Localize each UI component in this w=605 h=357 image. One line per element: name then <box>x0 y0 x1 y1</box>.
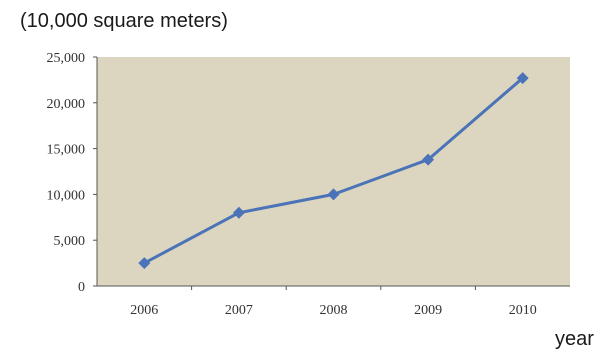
data-point-marker <box>232 206 245 219</box>
y-tick-label: 15,000 <box>47 143 86 158</box>
y-tick-label: 5,000 <box>54 234 86 249</box>
x-tick-label: 2010 <box>509 303 537 318</box>
y-axis-unit-label: (10,000 square meters) <box>20 10 228 32</box>
x-ticks: 2006 2007 2008 2009 2010 <box>130 286 537 318</box>
x-tick-label: 2006 <box>130 303 158 318</box>
series-group <box>138 72 529 270</box>
x-tick-label: 2009 <box>414 303 442 318</box>
data-point-marker <box>327 188 340 201</box>
x-tick-label: 2007 <box>225 303 253 318</box>
y-tick-label: 0 <box>78 280 85 295</box>
y-ticks: 0 5,000 10,000 15,000 20,000 25,000 <box>47 51 97 295</box>
y-tick-label: 25,000 <box>47 51 86 66</box>
data-point-marker <box>516 72 529 85</box>
y-tick-label: 10,000 <box>47 188 86 203</box>
x-tick-label: 2008 <box>320 303 348 318</box>
x-axis-label: year <box>555 328 594 350</box>
data-point-marker <box>138 257 151 270</box>
data-point-marker <box>422 153 435 166</box>
y-tick-label: 20,000 <box>47 97 86 112</box>
